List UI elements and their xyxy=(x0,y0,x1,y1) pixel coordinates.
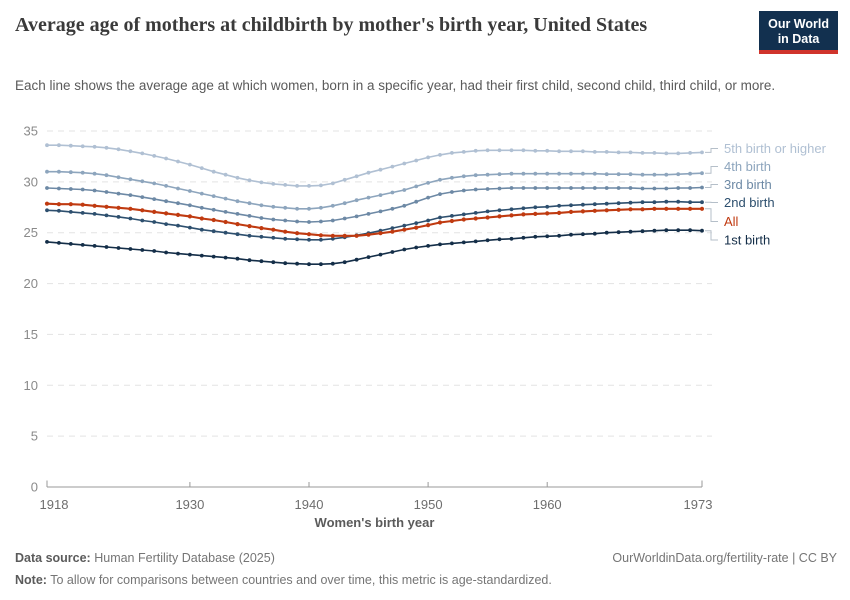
svg-text:1930: 1930 xyxy=(175,497,204,512)
x-axis: 1918 1930 1940 1950 1960 1973 Women's birth ye… xyxy=(40,480,713,530)
x-axis-title: Women's birth year xyxy=(315,515,435,530)
svg-text:1960: 1960 xyxy=(533,497,562,512)
series-label[interactable]: 1st birth xyxy=(724,233,770,248)
series-label[interactable]: 4th birth xyxy=(724,159,771,174)
series-all[interactable]: All xyxy=(44,201,739,238)
label-connector xyxy=(705,184,718,188)
label-connector xyxy=(705,208,718,222)
series-line xyxy=(46,202,702,237)
series-1st-birth[interactable]: 1st birth xyxy=(45,228,770,267)
series-line xyxy=(46,200,702,241)
svg-text:1918: 1918 xyxy=(40,497,69,512)
label-connector xyxy=(705,230,718,241)
svg-text:1973: 1973 xyxy=(684,497,713,512)
series-label[interactable]: 5th birth or higher xyxy=(724,141,827,156)
series-line xyxy=(46,186,703,223)
svg-text:25: 25 xyxy=(24,225,38,240)
series-4th-birth[interactable]: 4th birth xyxy=(45,159,771,211)
series-line xyxy=(47,170,703,210)
series-label[interactable]: 2nd birth xyxy=(724,195,775,210)
svg-text:35: 35 xyxy=(24,124,38,139)
note: Note: To allow for comparisons between c… xyxy=(15,569,552,591)
owid-logo-line1: Our World xyxy=(768,17,829,31)
series-label[interactable]: All xyxy=(724,214,739,229)
svg-text:20: 20 xyxy=(24,276,38,291)
owid-logo[interactable]: Our World in Data xyxy=(759,11,838,54)
data-source-value: Human Fertility Database (2025) xyxy=(94,551,275,565)
note-label: Note: xyxy=(15,573,47,587)
series-5th-birth-or-higher[interactable]: 5th birth or higher xyxy=(45,141,827,188)
canonical-url-link[interactable]: OurWorldinData.org/fertility-rate | CC B… xyxy=(612,551,837,565)
series-line xyxy=(47,144,703,187)
chart-title: Average age of mothers at childbirth by … xyxy=(15,14,648,36)
series-line xyxy=(46,229,703,266)
label-connector xyxy=(705,148,718,153)
svg-text:15: 15 xyxy=(24,327,38,342)
owid-logo-line2: in Data xyxy=(777,32,820,46)
note-value: To allow for comparisons between countri… xyxy=(50,573,552,587)
svg-text:1950: 1950 xyxy=(414,497,443,512)
svg-text:0: 0 xyxy=(31,480,38,495)
chart-subtitle: Each line shows the average age at which… xyxy=(15,78,776,93)
data-source: Data source: Human Fertility Database (2… xyxy=(15,547,275,569)
label-connector xyxy=(705,166,718,174)
svg-text:30: 30 xyxy=(24,174,38,189)
svg-text:5: 5 xyxy=(31,429,38,444)
series-2nd-birth[interactable]: 2nd birth xyxy=(45,195,775,242)
data-source-label: Data source: xyxy=(15,551,91,565)
svg-text:1940: 1940 xyxy=(295,497,324,512)
chart-footer: Data source: Human Fertility Database (2… xyxy=(15,547,837,591)
series-label[interactable]: 3rd birth xyxy=(724,177,772,192)
svg-text:10: 10 xyxy=(24,378,38,393)
series-3rd-birth[interactable]: 3rd birth xyxy=(45,177,772,224)
